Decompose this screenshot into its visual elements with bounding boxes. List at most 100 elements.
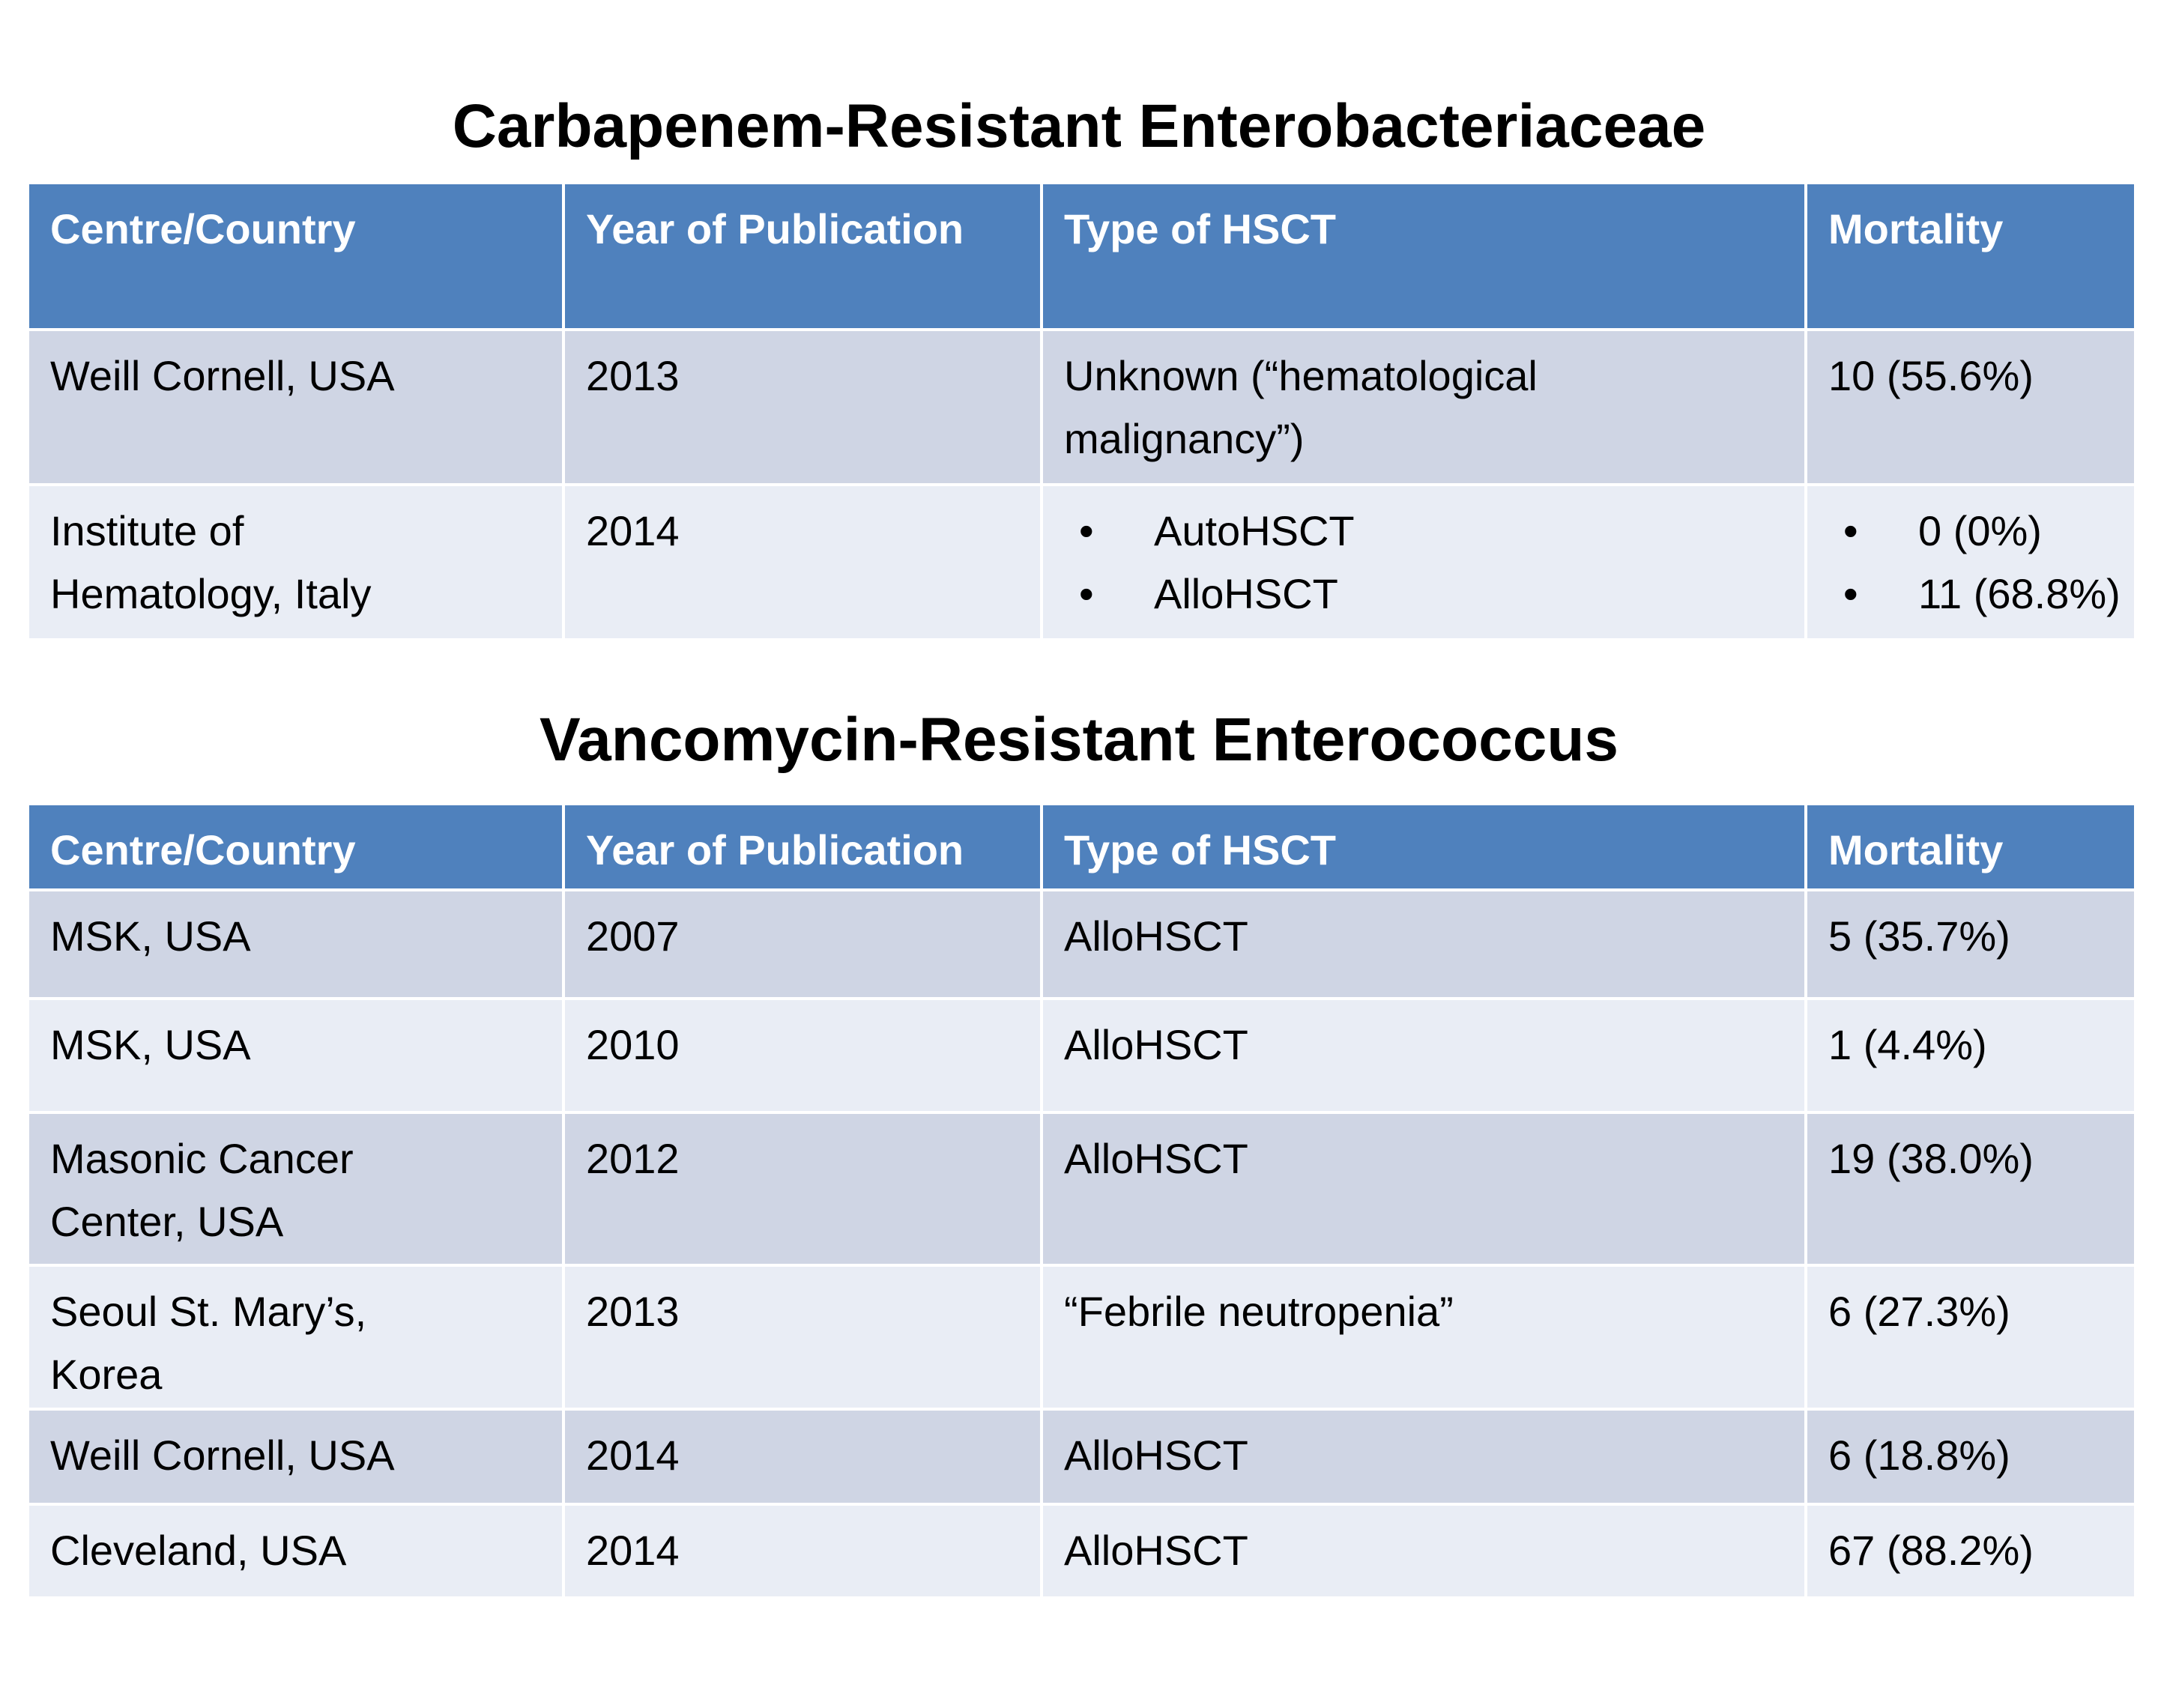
bullet-marker: • [1079, 507, 1094, 554]
cell-text-line: 2013 [586, 1288, 680, 1335]
cell-centre: Cleveland, USA [26, 1503, 565, 1599]
column-header-year: Year of Publication [562, 802, 1043, 891]
cell-type: AlloHSCT [1040, 1408, 1807, 1506]
cell-text-line: 6 (18.8%) [1828, 1432, 2010, 1479]
bullet-marker: • [1843, 570, 1858, 617]
bullet-list-item: • AutoHSCT [1064, 500, 1800, 563]
cell-year: 2007 [562, 888, 1043, 1000]
cell-text-line: 1 (4.4%) [1828, 1021, 1987, 1068]
column-header-label: Type of HSCT [1064, 826, 1336, 873]
cell-text-line: MSK, USA [50, 1021, 251, 1068]
cell-text-line: Institute of [50, 507, 244, 554]
cell-text-line: Korea [50, 1351, 163, 1398]
cell-centre: MSK, USA [26, 888, 565, 1000]
table-row: Institute of Hematology, Italy 2014 • Aut… [26, 483, 2137, 641]
cell-year: 2014 [562, 483, 1043, 641]
cell-text-line: 5 (35.7%) [1828, 912, 2010, 960]
cre-table: Centre/Country Year of Publication Type … [26, 181, 2137, 641]
bullet-list-item: • 11 (68.8%) [1828, 563, 2130, 626]
cell-text-line: AlloHSCT [1064, 1021, 1248, 1068]
bullet-marker: • [1079, 570, 1094, 617]
table-row: Weill Cornell, USA 2014 AlloHSCT 6 (18.8… [26, 1408, 2137, 1506]
cell-text-line: AlloHSCT [1064, 1527, 1248, 1574]
cre-header-row: Centre/Country Year of Publication Type … [26, 181, 2137, 331]
column-header-centre: Centre/Country [26, 181, 565, 331]
bullet-list-item: • AlloHSCT [1064, 563, 1800, 626]
column-header-label: Mortality [1828, 826, 2004, 873]
column-header-label: Type of HSCT [1064, 205, 1336, 252]
cell-text-line: 2007 [586, 912, 680, 960]
cell-year: 2012 [562, 1111, 1043, 1267]
cell-type: Unknown (“hematological malignancy”) [1040, 328, 1807, 486]
cell-mortality: 10 (55.6%) [1804, 328, 2137, 486]
cell-text-line: 2010 [586, 1021, 680, 1068]
cell-text-line: AlloHSCT [1064, 1135, 1248, 1182]
cell-text-line: 2014 [586, 1527, 680, 1574]
column-header-label: Centre/Country [50, 205, 356, 252]
cell-mortality: 1 (4.4%) [1804, 997, 2137, 1114]
cell-mortality: • 0 (0%) • 11 (68.8%) [1804, 483, 2137, 641]
cell-centre: Seoul St. Mary’s, Korea [26, 1264, 565, 1411]
cell-year: 2014 [562, 1408, 1043, 1506]
column-header-label: Mortality [1828, 205, 2004, 252]
column-header-label: Year of Publication [586, 205, 964, 252]
table-row: Cleveland, USA 2014 AlloHSCT 67 (88.2%) [26, 1503, 2137, 1599]
table-row: MSK, USA 2010 AlloHSCT 1 (4.4%) [26, 997, 2137, 1114]
cell-type: AlloHSCT [1040, 1111, 1807, 1267]
cell-type: • AutoHSCT • AlloHSCT [1040, 483, 1807, 641]
cell-text-line: MSK, USA [50, 912, 251, 960]
cell-text-line: Hematology, Italy [50, 570, 372, 617]
column-header-label: Year of Publication [586, 826, 964, 873]
vre-table: Centre/Country Year of Publication Type … [26, 802, 2137, 1599]
vre-table-title: Vancomycin-Resistant Enterococcus [539, 706, 1619, 774]
cell-text-line: Masonic Cancer [50, 1135, 354, 1182]
cell-mortality: 19 (38.0%) [1804, 1111, 2137, 1267]
bullet-item-text: 0 (0%) [1918, 507, 2042, 554]
table-row: Masonic Cancer Center, USA 2012 AlloHSCT… [26, 1111, 2137, 1267]
cell-type: “Febrile neutropenia” [1040, 1264, 1807, 1411]
cell-year: 2013 [562, 328, 1043, 486]
bullet-list-item: • 0 (0%) [1828, 500, 2130, 563]
cell-mortality: 6 (18.8%) [1804, 1408, 2137, 1506]
cell-text-line: 10 (55.6%) [1828, 352, 2034, 399]
cell-text-line: Seoul St. Mary’s, [50, 1288, 367, 1335]
cell-text-line: 19 (38.0%) [1828, 1135, 2034, 1182]
cre-table-title: Carbapenem-Resistant Enterobacteriaceae [452, 92, 1706, 160]
cell-text-line: AlloHSCT [1064, 1432, 1248, 1479]
cell-text-line: Center, USA [50, 1198, 284, 1245]
column-header-type: Type of HSCT [1040, 181, 1807, 331]
cell-text-line: Weill Cornell, USA [50, 1432, 395, 1479]
cell-year: 2010 [562, 997, 1043, 1114]
cell-centre: MSK, USA [26, 997, 565, 1114]
cell-mortality: 6 (27.3%) [1804, 1264, 2137, 1411]
column-header-year: Year of Publication [562, 181, 1043, 331]
cell-text-line: Unknown (“hematological [1064, 352, 1538, 399]
cell-text-line: 2012 [586, 1135, 680, 1182]
cell-type: AlloHSCT [1040, 888, 1807, 1000]
cell-text-line: 2014 [586, 507, 680, 554]
cell-text-line: AlloHSCT [1064, 912, 1248, 960]
column-header-mortality: Mortality [1804, 181, 2137, 331]
cell-centre: Institute of Hematology, Italy [26, 483, 565, 641]
column-header-type: Type of HSCT [1040, 802, 1807, 891]
cell-type: AlloHSCT [1040, 997, 1807, 1114]
bullet-item-text: 11 (68.8%) [1918, 570, 2121, 617]
cell-centre: Masonic Cancer Center, USA [26, 1111, 565, 1267]
cell-type: AlloHSCT [1040, 1503, 1807, 1599]
cell-centre: Weill Cornell, USA [26, 328, 565, 486]
cell-text-line: 67 (88.2%) [1828, 1527, 2034, 1574]
bullet-marker: • [1843, 507, 1858, 554]
table-row: Seoul St. Mary’s, Korea 2013 “Febrile ne… [26, 1264, 2137, 1411]
table-row: Weill Cornell, USA 2013 Unknown (“hemato… [26, 328, 2137, 486]
table-row: MSK, USA 2007 AlloHSCT 5 (35.7%) [26, 888, 2137, 1000]
cell-text-line: Weill Cornell, USA [50, 352, 395, 399]
cell-text-line: “Febrile neutropenia” [1064, 1288, 1454, 1335]
cell-centre: Weill Cornell, USA [26, 1408, 565, 1506]
cell-text-line: malignancy”) [1064, 415, 1305, 462]
bullet-item-text: AlloHSCT [1154, 570, 1338, 617]
column-header-label: Centre/Country [50, 826, 356, 873]
cell-text-line: Cleveland, USA [50, 1527, 347, 1574]
cell-mortality: 5 (35.7%) [1804, 888, 2137, 1000]
cell-text-line: 6 (27.3%) [1828, 1288, 2010, 1335]
vre-header-row: Centre/Country Year of Publication Type … [26, 802, 2137, 891]
